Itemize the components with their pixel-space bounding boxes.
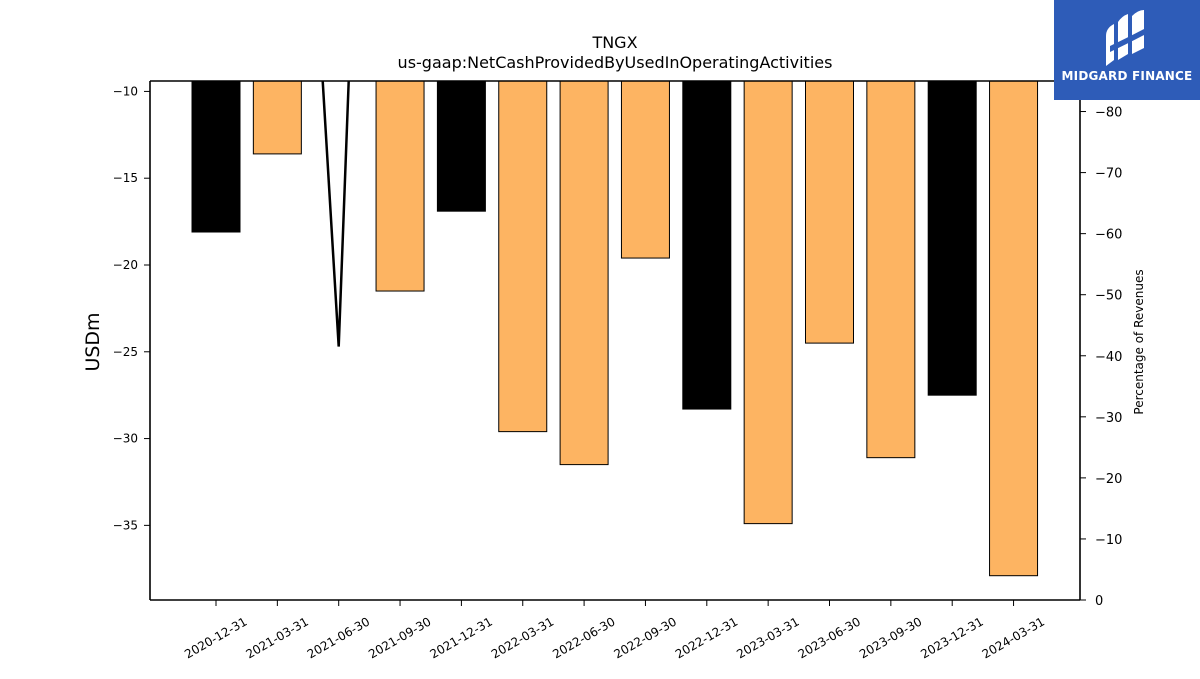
x-tick-label: 2023-06-30 <box>796 614 863 661</box>
bars-layer <box>191 80 1039 577</box>
chart-title: TNGX <box>591 33 637 52</box>
midgard-logo-icon <box>1106 10 1146 66</box>
x-tick-label: 2024-03-31 <box>980 614 1047 661</box>
x-tick-label: 2020-12-31 <box>182 614 249 661</box>
bar <box>989 80 1039 577</box>
x-tick-label: 2023-03-31 <box>734 614 801 661</box>
x-tick-label: 2022-12-31 <box>673 614 740 661</box>
y-tick-label: −35 <box>113 518 138 532</box>
bar <box>927 80 977 396</box>
y2-tick-label: −30 <box>1095 411 1122 426</box>
y2-tick-label: −80 <box>1095 106 1122 121</box>
y-tick-label: −20 <box>113 258 138 272</box>
line-layer <box>321 80 350 347</box>
bar <box>191 80 241 233</box>
chart-subtitle: us-gaap:NetCashProvidedByUsedInOperating… <box>398 53 833 72</box>
y-tick-label: −30 <box>113 432 138 446</box>
y2-tick-label: −20 <box>1095 472 1122 487</box>
x-tick-label: 2023-09-30 <box>857 614 924 661</box>
y-tick-label: −15 <box>113 171 138 185</box>
x-tick-label: 2022-09-30 <box>612 614 679 661</box>
bar <box>375 80 425 292</box>
x-tick-label: 2021-12-31 <box>427 614 494 661</box>
x-tick-label: 2021-03-31 <box>243 614 310 661</box>
y-tick-label: −25 <box>113 345 138 359</box>
bar <box>436 80 486 212</box>
x-tick-label: 2021-09-30 <box>366 614 433 661</box>
bar <box>252 80 302 155</box>
bar <box>866 80 916 459</box>
x-tick-label: 2021-06-30 <box>305 614 372 661</box>
logo-text: MIDGARD FINANCE <box>1061 69 1193 83</box>
y2-tick-label: −10 <box>1095 533 1122 548</box>
y2-tick-label: −50 <box>1095 289 1122 304</box>
y-axis-label: USDm <box>82 312 104 371</box>
line-series <box>321 80 350 347</box>
x-tick-label: 2023-12-31 <box>918 614 985 661</box>
y2-axis-label: Percentage of Revenues <box>1132 269 1146 414</box>
x-tick-label: 2022-06-30 <box>550 614 617 661</box>
bar <box>620 80 670 259</box>
bar <box>498 80 548 433</box>
y2-tick-label: −70 <box>1095 167 1122 182</box>
bar <box>805 80 854 344</box>
bar <box>559 80 609 466</box>
bar <box>743 80 793 525</box>
x-tick-label: 2022-03-31 <box>489 614 556 661</box>
midgard-finance-logo: MIDGARD FINANCE <box>1054 0 1200 100</box>
y-tick-label: −10 <box>113 84 138 98</box>
y2-tick-label: 0 <box>1095 594 1103 609</box>
y2-tick-label: −60 <box>1095 228 1122 243</box>
bar <box>682 80 732 410</box>
y2-tick-label: −40 <box>1095 350 1122 365</box>
